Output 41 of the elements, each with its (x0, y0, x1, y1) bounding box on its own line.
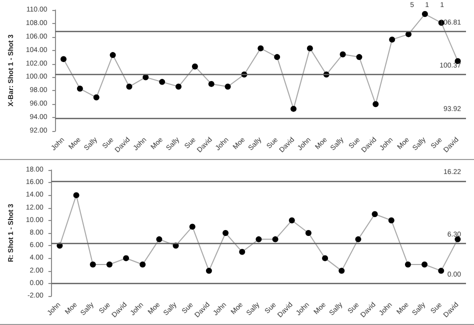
point (176, 84, 182, 90)
point (372, 211, 378, 218)
point (258, 45, 264, 52)
point (123, 255, 130, 262)
point (222, 230, 229, 236)
point (224, 84, 231, 90)
point (272, 236, 278, 242)
point (90, 262, 96, 268)
point (288, 217, 295, 224)
point (322, 255, 328, 262)
point (126, 84, 132, 90)
point (404, 262, 411, 268)
point (372, 101, 379, 108)
point (338, 268, 345, 274)
point (239, 248, 246, 255)
point (389, 36, 396, 43)
point (340, 51, 346, 58)
point (192, 63, 198, 70)
point (355, 236, 362, 242)
point (206, 268, 212, 274)
point (159, 78, 166, 85)
point (306, 45, 313, 52)
point (356, 54, 362, 60)
point (140, 262, 146, 268)
point (93, 94, 100, 100)
point (189, 224, 196, 230)
point (208, 80, 214, 87)
point (388, 217, 394, 224)
point (60, 56, 67, 62)
point (106, 262, 112, 268)
point (422, 262, 428, 268)
point (290, 106, 297, 112)
point (73, 192, 80, 198)
point (422, 11, 428, 18)
point (274, 54, 280, 60)
point (256, 236, 262, 242)
point (76, 86, 83, 92)
point (156, 236, 162, 242)
point (110, 52, 116, 58)
point (305, 230, 312, 236)
point (438, 268, 444, 274)
